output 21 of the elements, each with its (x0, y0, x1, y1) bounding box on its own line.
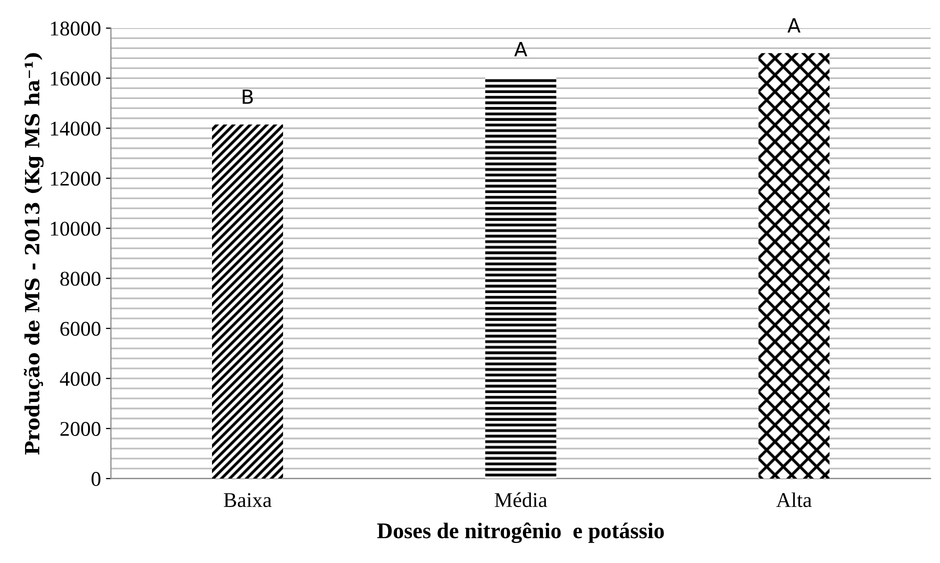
y-tick-label: 0 (92, 472, 100, 486)
y-axis-title: Produção de MS - 2013 (Kg MS ha⁻¹) (24, 53, 44, 454)
bar (212, 124, 284, 479)
x-axis-title: Doses de nitrogênio e potássio (377, 522, 664, 544)
annotation: A (787, 18, 800, 32)
bar (485, 76, 556, 479)
x-tick-label: Baixa (224, 493, 272, 508)
y-tick-label: 14000 (50, 122, 100, 136)
y-tick-label: 18000 (50, 22, 100, 36)
y-tick-label: 2000 (60, 422, 100, 436)
annotation: A (514, 42, 528, 56)
y-tick-label: 4000 (60, 372, 100, 386)
y-tick-label: 16000 (50, 72, 100, 86)
x-tick-label: Média (494, 492, 548, 508)
y-tick-label: 10000 (50, 222, 100, 236)
x-tick-label: Alta (776, 492, 812, 508)
annotation: B (242, 90, 253, 104)
y-tick-label: 12000 (50, 172, 100, 186)
y-tick-label: 8000 (60, 272, 100, 286)
bar (758, 53, 830, 479)
y-tick-label: 6000 (60, 322, 100, 336)
